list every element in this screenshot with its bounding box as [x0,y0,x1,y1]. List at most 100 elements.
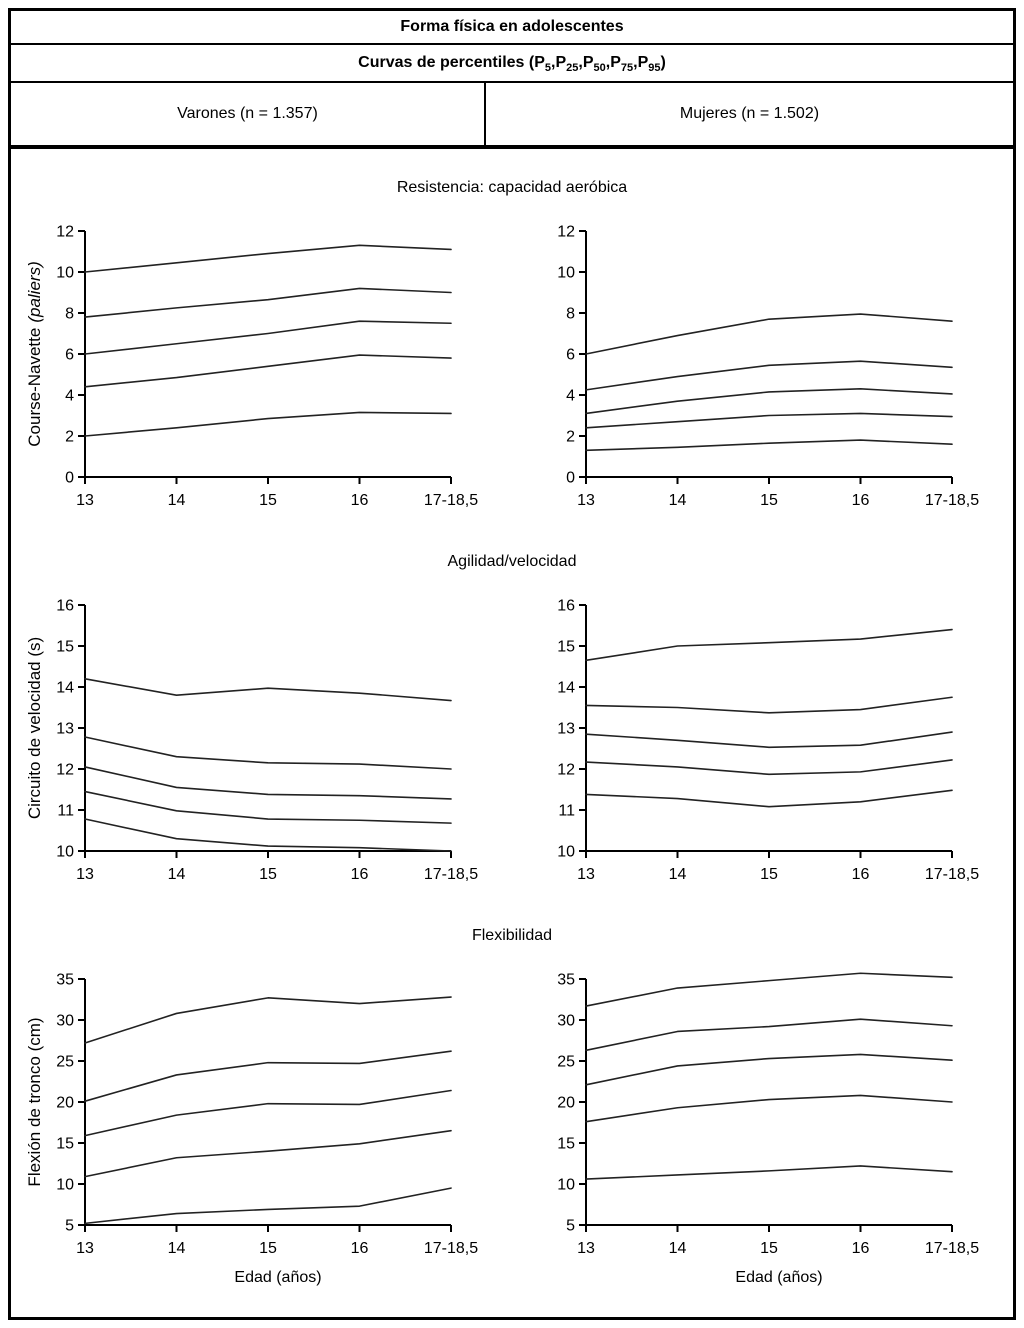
svg-text:15: 15 [259,1240,277,1257]
percentile-label: P25, [555,54,583,75]
svg-text:13: 13 [577,492,595,509]
chart-block: 0 2 4 6 8 10 12 13 14 15 16 17-18,5 [512,217,1013,517]
chart-flexibilidad-varones: 5 10 15 20 25 30 35 13 14 15 16 17-18,5 Flexión de t… [25,972,478,1258]
figure-title: Forma física en adolescentes [400,18,624,35]
chart-block: 10 11 12 13 14 15 16 13 14 15 16 17-18,5 Circuito de… [11,591,512,891]
svg-text:30: 30 [557,1013,575,1030]
svg-text:10: 10 [56,265,74,282]
svg-text:20: 20 [557,1095,575,1112]
svg-text:16: 16 [852,492,870,509]
svg-text:11: 11 [558,803,575,820]
percentile-label: P95 [637,54,661,75]
percentile-label: P50, [582,54,611,75]
svg-text:13: 13 [577,866,595,883]
svg-text:10: 10 [557,265,575,282]
x-axis-title-mujeres: Edad (años) [735,1269,823,1286]
svg-text:20: 20 [56,1095,74,1112]
svg-text:16: 16 [557,598,575,615]
svg-text:16: 16 [351,1240,369,1257]
chart-agilidad-mujeres: 10 11 12 13 14 15 16 13 14 15 16 17-18,5 [557,598,979,884]
chart-block: 5 10 15 20 25 30 35 13 14 15 16 17-18,5 Flexión de t… [11,965,512,1287]
svg-text:15: 15 [557,1136,575,1153]
svg-text:17-18,5: 17-18,5 [925,866,979,883]
svg-text:35: 35 [56,972,74,989]
svg-text:13: 13 [76,1240,94,1257]
section-agilidad: Agilidad/velocidad 10 11 12 13 14 15 16 13 14 15 1… [11,551,1013,891]
svg-text:14: 14 [669,866,687,883]
percentile-label: P5, [534,54,556,75]
svg-text:17-18,5: 17-18,5 [925,1240,979,1257]
svg-text:4: 4 [65,388,74,405]
section-flexibilidad: Flexibilidad 5 10 15 20 25 30 35 13 14 15 16 17-18,… [11,925,1013,1287]
svg-text:13: 13 [76,866,94,883]
svg-text:16: 16 [351,492,369,509]
svg-text:10: 10 [56,1177,74,1194]
svg-text:13: 13 [76,492,94,509]
svg-text:12: 12 [56,224,74,241]
chart-block: 5 10 15 20 25 30 35 13 14 15 16 17-18,5 Edad (años) [512,965,1013,1287]
svg-text:17-18,5: 17-18,5 [424,492,478,509]
svg-text:10: 10 [557,1177,575,1194]
svg-text:0: 0 [566,470,575,487]
svg-text:5: 5 [65,1218,74,1235]
chart-resistencia-mujeres: 0 2 4 6 8 10 12 13 14 15 16 17-18,5 [557,224,979,510]
svg-text:16: 16 [852,1240,870,1257]
svg-text:8: 8 [566,306,575,323]
svg-text:16: 16 [852,866,870,883]
svg-text:14: 14 [168,866,186,883]
figure-subtitle-row: Curvas de percentiles (P5, P25, P50, P75… [11,45,1013,83]
svg-text:5: 5 [566,1218,575,1235]
svg-text:Course-Navette(paliers): Course-Navette(paliers) [25,261,44,446]
section-title-agilidad: Agilidad/velocidad [447,553,577,570]
svg-text:12: 12 [557,762,575,779]
column-header-varones: Varones (n = 1.357) [11,83,486,145]
svg-text:2: 2 [566,429,575,446]
subtitle-suffix: ) [660,54,666,71]
varones-label: Varones (n = 1.357) [177,105,318,122]
svg-text:2: 2 [65,429,74,446]
svg-text:12: 12 [56,762,74,779]
svg-text:16: 16 [56,598,74,615]
svg-text:25: 25 [56,1054,74,1071]
svg-text:Circuito de velocidad (s): Circuito de velocidad (s) [25,637,44,819]
svg-text:12: 12 [557,224,575,241]
svg-text:6: 6 [65,347,74,364]
chart-block: 10 11 12 13 14 15 16 13 14 15 16 17-18,5 [512,591,1013,891]
svg-text:10: 10 [56,844,74,861]
svg-text:4: 4 [566,388,575,405]
x-axis-title-varones: Edad (años) [234,1269,322,1286]
svg-text:15: 15 [760,866,778,883]
svg-text:13: 13 [577,1240,595,1257]
svg-text:14: 14 [168,492,186,509]
svg-text:Flexión de tronco (cm): Flexión de tronco (cm) [25,1017,44,1186]
chart-block: 0 2 4 6 8 10 12 13 14 15 16 17-18,5 Course-Navette(p… [11,217,512,517]
section-title-resistencia: Resistencia: capacidad aeróbica [396,179,628,196]
resistencia-charts-row: 0 2 4 6 8 10 12 13 14 15 16 17-18,5 Course-Navette(p… [11,217,1013,517]
column-header-mujeres: Mujeres (n = 1.502) [486,83,1013,145]
svg-text:14: 14 [168,1240,186,1257]
svg-text:14: 14 [56,680,74,697]
section-resistencia: Resistencia: capacidad aeróbica 0 2 4 6 8 10 1… [11,177,1013,517]
svg-text:8: 8 [65,306,74,323]
svg-text:14: 14 [669,492,687,509]
svg-text:13: 13 [56,721,74,738]
svg-text:13: 13 [557,721,575,738]
svg-text:17-18,5: 17-18,5 [424,866,478,883]
svg-text:15: 15 [259,866,277,883]
section-title-flexibilidad: Flexibilidad [471,927,553,944]
figure-frame: Forma física en adolescentes Curvas de p… [8,8,1016,1320]
charts-area: Resistencia: capacidad aeróbica 0 2 4 6 8 10 1… [11,149,1013,1317]
svg-text:0: 0 [65,470,74,487]
figure-title-row: Forma física en adolescentes [11,11,1013,45]
svg-text:30: 30 [56,1013,74,1030]
svg-text:25: 25 [557,1054,575,1071]
chart-resistencia-varones: 0 2 4 6 8 10 12 13 14 15 16 17-18,5 Course-Navette(p… [25,224,478,510]
svg-text:35: 35 [557,972,575,989]
svg-text:16: 16 [351,866,369,883]
svg-text:15: 15 [760,492,778,509]
svg-text:10: 10 [557,844,575,861]
svg-text:15: 15 [557,639,575,656]
svg-text:15: 15 [56,639,74,656]
svg-text:15: 15 [56,1136,74,1153]
